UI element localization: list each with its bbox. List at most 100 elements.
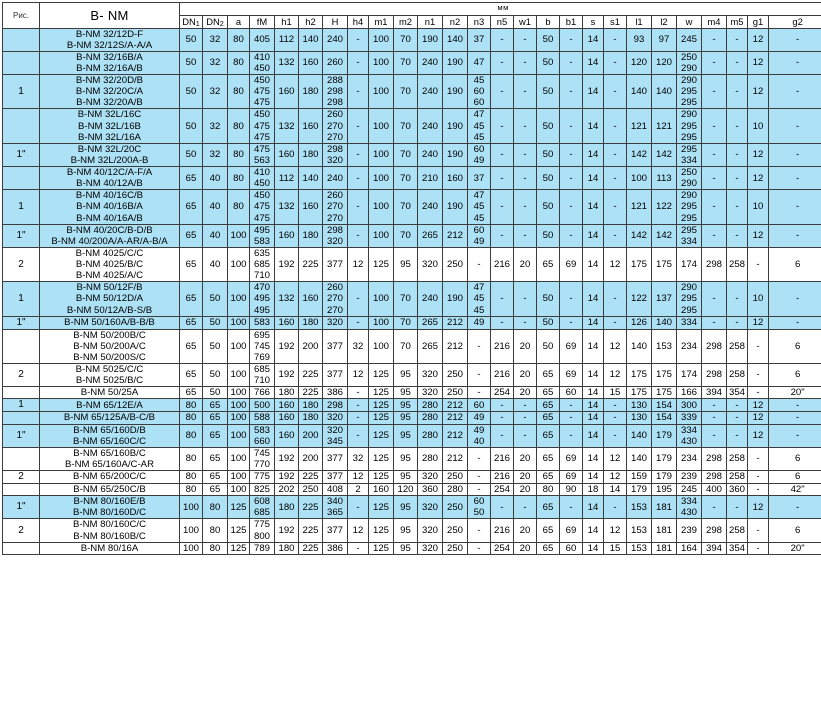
table-row[interactable]: 1" B-NM 50/160A/B-B/B 65 50 100 583 160 180 320-…	[2, 315, 821, 330]
table-row[interactable]: B-NM 65/160B/C B-NM 65/160A/C-AR 80 65 100 74…	[2, 446, 821, 472]
table-row[interactable]: B-NM 32/16B/A B-NM 32/16A/B 50 32 80 410 450 13…	[2, 50, 821, 76]
table-row[interactable]: B-NM 65/125A/B-C/B 80 65 100 588 160 180 320-12…	[2, 411, 821, 425]
cell-dn1: 65	[179, 166, 203, 191]
cell-h1: 160	[274, 223, 299, 248]
cell-m1: 100	[368, 328, 394, 364]
cell-dn1: 50	[179, 74, 203, 110]
cell-h2: 180	[298, 398, 323, 413]
cell-b: 65	[536, 423, 560, 448]
cell-s1: 12	[603, 246, 627, 283]
table-row[interactable]: B-NM 80/16A 100 80 125 789 180 225 386-125 95 320…	[2, 541, 821, 555]
cell-m1: 100	[368, 189, 394, 225]
model-name: B-NM 50/12F/B	[76, 282, 143, 294]
cell-m4: -	[701, 495, 727, 520]
row-figure-number: 1"	[2, 315, 40, 330]
table-row[interactable]: 1" B-NM 32L/20C B-NM 32L/200A-B 50 32 80 475 56…	[2, 142, 821, 168]
table-row[interactable]: 1 B-NM 32/20D/B B-NM 32/20C/A B-NM 32/20A/B…	[2, 74, 821, 110]
cell-h1: 160	[274, 315, 299, 330]
cell-l1: 153	[626, 541, 652, 555]
cell-s: 14	[582, 246, 604, 283]
table-row[interactable]: B-NM 40/12C/A-F/A B-NM 40/12A/B 65 40 80 410 4…	[2, 166, 821, 191]
cell-n5: 216	[490, 470, 514, 484]
cell-a: 125	[227, 518, 250, 543]
cell-b: 50	[536, 27, 560, 52]
table-row[interactable]: 1 B-NM 65/12E/A 80 65 100 500 160 180 298-125 95 2…	[2, 398, 821, 413]
cell-n2: 212	[442, 223, 468, 248]
cell-g1: 12	[747, 27, 769, 52]
table-row[interactable]: 1" B-NM 65/160D/B B-NM 65/160C/C 80 65 100 583…	[2, 423, 821, 448]
table-row[interactable]: B-NM 50/200B/C B-NM 50/200A/C B-NM 50/200S…	[2, 328, 821, 364]
cell-n3: -	[467, 362, 491, 388]
cell-m4: 298	[701, 246, 727, 283]
cell-g1: 12	[747, 398, 769, 413]
cell-s: 14	[582, 328, 604, 364]
table-row[interactable]: B-NM 32/12D-F B-NM 32/12S/A-A/A 50 32 80 405 1…	[2, 27, 821, 52]
cell-dn2: 50	[202, 328, 228, 364]
row-figure-number: 2	[2, 470, 40, 484]
cell-l2: 142	[651, 142, 677, 168]
table-row[interactable]: 1" B-NM 80/160E/B B-NM 80/160D/C 100 80 125 60…	[2, 495, 821, 520]
cell-s1: -	[603, 166, 627, 191]
cell-l2: 113	[651, 166, 677, 191]
cell-h2: 180	[298, 411, 323, 425]
model-name: B-NM 65/12E/A	[76, 399, 143, 411]
header-dim-s: s	[582, 14, 604, 29]
cell-g1: 12	[747, 411, 769, 425]
cell-w1: -	[513, 223, 537, 248]
table-row[interactable]: 1" B-NM 40/20C/B-D/B B-NM 40/200A/A-AR/A-B…	[2, 223, 821, 248]
table-row[interactable]: 2 B-NM 65/200C/C 80 65 100 775 192 225 377 12 125 9…	[2, 470, 821, 484]
cell-b: 50	[536, 74, 560, 110]
model-name: B-NM 32/12D-F	[75, 28, 144, 40]
cell-fm: 635 685 710	[249, 246, 275, 283]
cell-n2: 250	[442, 386, 468, 400]
cell-b1: 60	[559, 541, 583, 555]
cell-h4: -	[347, 142, 369, 168]
row-figure-number	[2, 411, 40, 425]
cell-h: 260 270 270	[322, 281, 348, 317]
table-row[interactable]: B-NM 50/25A 65 50 100 766 180 225 386-125 95 320 2…	[2, 386, 821, 400]
cell-g2: -	[767, 189, 821, 225]
cell-n1: 320	[417, 246, 443, 283]
cell-m1: 100	[368, 74, 394, 110]
cell-s: 18	[582, 482, 604, 497]
cell-h2: 225	[298, 470, 323, 484]
table-row[interactable]: 2 B-NM 80/160C/C B-NM 80/160B/C 100 80 125 775…	[2, 518, 821, 543]
cell-a: 80	[227, 142, 250, 168]
cell-m1: 100	[368, 281, 394, 317]
cell-dn1: 65	[179, 246, 203, 283]
cell-b: 65	[536, 398, 560, 413]
cell-g1: -	[747, 362, 769, 388]
cell-m2: 70	[393, 74, 418, 110]
cell-m4: 298	[701, 362, 727, 388]
cell-h2: 140	[298, 27, 323, 52]
cell-n2: 190	[442, 108, 468, 144]
table-row[interactable]: 2 B-NM 4025/C/C B-NM 4025/B/C B-NM 4025/A/C…	[2, 246, 821, 283]
cell-n1: 240	[417, 50, 443, 76]
cell-h4: -	[347, 166, 369, 191]
cell-b1: -	[559, 423, 583, 448]
row-figure-number: 2	[2, 362, 40, 388]
table-row[interactable]: B-NM 65/250C/B 80 65 100 825 202 250 408 2 160 120…	[2, 482, 821, 497]
model-name: B-NM 65/125A/B-C/B	[63, 412, 156, 424]
cell-n1: 320	[417, 495, 443, 520]
table-row[interactable]: 1 B-NM 50/12F/B B-NM 50/12D/A B-NM 50/12A/B…	[2, 281, 821, 317]
header-dim-dn1: DN1	[179, 14, 203, 29]
cell-l2: 181	[651, 518, 677, 543]
table-row[interactable]: 2 B-NM 5025/C/C B-NM 5025/B/C 65 50 100 685 710…	[2, 362, 821, 388]
cell-l2: 175	[651, 362, 677, 388]
cell-m5: 258	[726, 362, 748, 388]
cell-l1: 142	[626, 142, 652, 168]
cell-m5: 258	[726, 328, 748, 364]
cell-m1: 100	[368, 223, 394, 248]
cell-b: 50	[536, 108, 560, 144]
cell-g1: 12	[747, 50, 769, 76]
table-row[interactable]: 1 B-NM 40/16C/B B-NM 40/16B/A B-NM 40/16A/B…	[2, 189, 821, 225]
cell-b: 50	[536, 166, 560, 191]
cell-m5: 258	[726, 518, 748, 543]
cell-m5: -	[726, 27, 748, 52]
cell-h4: -	[347, 423, 369, 448]
cell-m1: 125	[368, 446, 394, 472]
cell-g2: -	[767, 315, 821, 330]
cell-h2: 250	[298, 482, 323, 497]
table-row[interactable]: B-NM 32L/16C B-NM 32L/16B B-NM 32L/16A 50 32…	[2, 108, 821, 144]
